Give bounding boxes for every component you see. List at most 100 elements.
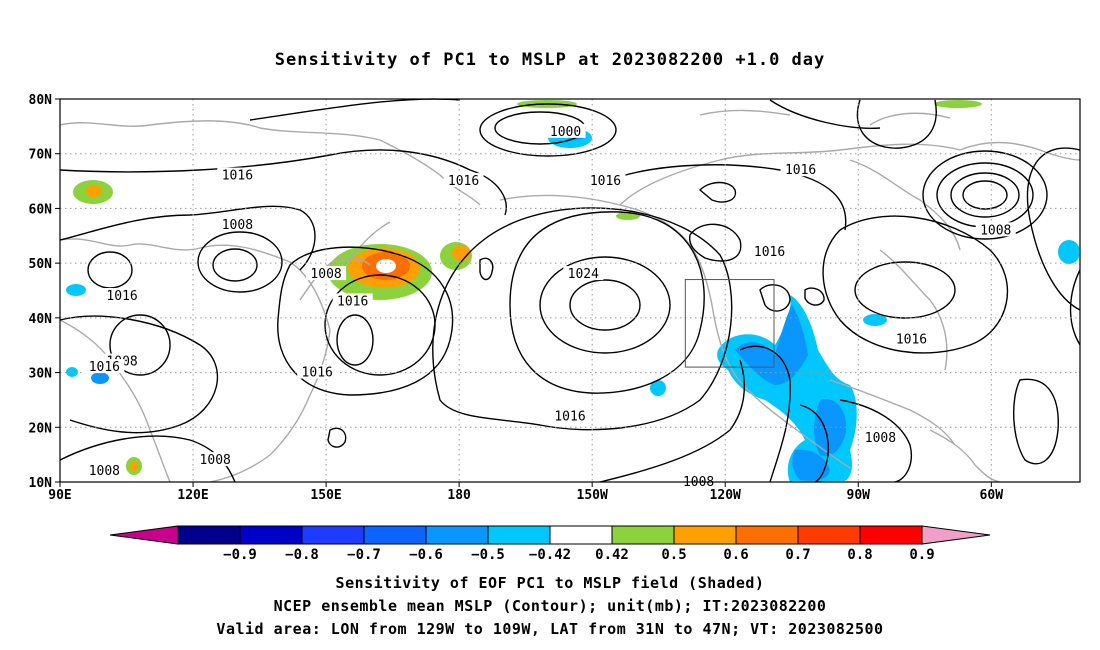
colorbar: −0.9 −0.8 −0.7 −0.6 −0.5 −0.42 0.42 0.5 0.6 0.7 0.… <box>109 525 991 563</box>
contour-label: 1016 <box>302 366 333 381</box>
contour-label: 1016 <box>448 174 479 189</box>
contour-label: 1016 <box>896 333 927 348</box>
contour-labels: 1000 1016 1016 1016 1016 1016 1008 1008 1016 1016… <box>84 123 1016 490</box>
contour-label-bg <box>563 266 604 281</box>
contour-label: 1008 <box>865 431 896 446</box>
contour-label-bg <box>678 474 719 488</box>
contour-label-bg <box>332 293 373 308</box>
lat-lon-grid <box>60 99 1080 482</box>
shade-hole-kamchatka <box>376 259 396 273</box>
colorbar-swatch <box>673 525 737 545</box>
colorbar-swatch <box>301 525 365 545</box>
contour-label-bg <box>195 452 236 467</box>
lon-tick-label: 90W <box>847 488 871 500</box>
shade-green-ne <box>934 100 982 108</box>
colorbar-swatch <box>549 525 613 545</box>
shade-orange-west <box>86 185 102 197</box>
colorbar-swatch <box>735 525 799 545</box>
contour-label: 1016 <box>754 245 785 260</box>
contour-label: 1016 <box>222 169 253 184</box>
contour-label: 1016 <box>590 174 621 189</box>
colorbar-tick-label: 0.9 <box>909 547 934 563</box>
contour-label: 1008 <box>980 223 1011 238</box>
contour-label-bg <box>585 173 626 188</box>
contour-label-bg <box>975 222 1016 237</box>
lon-tick-label: 120E <box>177 488 208 500</box>
shade-blue-west <box>66 284 86 296</box>
colorbar-swatch <box>177 525 241 545</box>
colorbar-swatch <box>611 525 675 545</box>
shade-blue-w2 <box>66 367 78 377</box>
contour-label-bg <box>860 430 901 445</box>
colorbar-swatch <box>797 525 861 545</box>
colorbar-swatch <box>921 525 991 545</box>
contour-label: 1016 <box>785 163 816 178</box>
sensitivity-map: 1000 1016 1016 1016 1016 1016 1008 1008 1016 1016… <box>29 93 1081 500</box>
contour-label-bg <box>306 266 347 281</box>
contour-label: 1008 <box>89 464 120 479</box>
lon-tick-label: 180 <box>447 488 471 500</box>
caption-line-1: Sensitivity of EOF PC1 to MSLP field (Sh… <box>335 574 765 592</box>
contour-label: 1024 <box>568 267 599 282</box>
colorbar-swatch <box>425 525 489 545</box>
contour-label: 1008 <box>222 218 253 233</box>
colorbar-swatch <box>859 525 923 545</box>
colorbar-tick-label: −0.6 <box>409 547 443 563</box>
colorbar-tick-label: 0.8 <box>847 547 872 563</box>
lon-tick-label: 60W <box>980 488 1004 500</box>
caption-line-3: Valid area: LON from 129W to 109W, LAT f… <box>216 620 884 638</box>
contour-label-bg <box>550 408 590 423</box>
mslp-contours <box>59 98 1081 483</box>
contour-label-bg <box>102 287 143 302</box>
shade-blue-east <box>1058 240 1080 264</box>
contour-label: 1008 <box>200 453 231 468</box>
lat-tick-label: 10N <box>29 476 53 491</box>
contour-label-bg <box>297 364 338 379</box>
contour-label-bg <box>217 167 258 182</box>
contour-label: 1016 <box>554 409 585 424</box>
lat-tick-label: 50N <box>29 257 53 272</box>
lon-tick-label: 90E <box>48 488 71 500</box>
contour-label-bg <box>891 331 932 346</box>
colorbar-swatch <box>487 525 551 545</box>
shade-blue-sw <box>91 372 109 384</box>
valid-area-box <box>684 279 775 368</box>
colorbar-tick-labels: −0.9 −0.8 −0.7 −0.6 −0.5 −0.42 0.42 0.5 0.6 0.7 0.… <box>223 547 935 563</box>
contour-label: 1000 <box>550 125 581 140</box>
shade-mid-blue-south2 <box>792 449 830 481</box>
contour-label-bg <box>443 173 484 188</box>
colorbar-tick-label: −0.42 <box>529 547 571 563</box>
contour-label: 1016 <box>106 289 137 304</box>
map-frame <box>59 98 1081 483</box>
lat-tick-label: 60N <box>29 202 53 217</box>
shade-blue-mid2 <box>863 314 887 326</box>
colorbar-swatch <box>363 525 427 545</box>
lat-tick-label: 20N <box>29 421 53 436</box>
contour-label-bg <box>780 162 821 177</box>
contour-label-bg <box>84 463 125 478</box>
shade-mid-blue-plume <box>735 305 808 385</box>
contour-label: 1008 <box>310 267 341 282</box>
lat-tick-label: 70N <box>29 148 53 163</box>
lat-tick-label: 80N <box>29 93 53 108</box>
colorbar-tick-label: 0.5 <box>661 547 686 563</box>
colorbar-swatches <box>109 525 991 545</box>
map-title: Sensitivity of PC1 to MSLP at 2023082200… <box>274 50 826 70</box>
contour-label: 1016 <box>337 294 368 309</box>
colorbar-tick-label: 0.7 <box>785 547 810 563</box>
lon-tick-label: 120W <box>710 488 741 500</box>
colorbar-tick-label: −0.5 <box>471 547 505 563</box>
colorbar-tick-label: −0.7 <box>347 547 381 563</box>
lon-tick-label: 150W <box>577 488 608 500</box>
colorbar-tick-label: 0.6 <box>723 547 748 563</box>
contour-label-bg <box>84 359 125 374</box>
colorbar-tick-label: 0.42 <box>595 547 629 563</box>
contour-label-bg <box>749 244 790 259</box>
colorbar-tick-label: −0.9 <box>223 547 257 563</box>
colorbar-swatch <box>239 525 303 545</box>
lon-tick-label: 150E <box>310 488 341 500</box>
colorbar-tick-label: −0.8 <box>285 547 319 563</box>
colorbar-swatch <box>109 525 179 545</box>
contour-label: 1016 <box>89 360 120 375</box>
